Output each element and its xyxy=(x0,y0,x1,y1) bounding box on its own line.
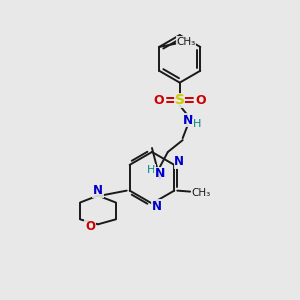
Text: O: O xyxy=(154,94,164,107)
Text: N: N xyxy=(93,184,103,197)
Text: N: N xyxy=(155,167,165,180)
Text: S: S xyxy=(175,94,185,107)
Text: N: N xyxy=(174,155,184,168)
Text: CH₃: CH₃ xyxy=(191,188,211,198)
Text: O: O xyxy=(85,220,95,233)
Text: H: H xyxy=(147,165,155,175)
Text: N: N xyxy=(182,114,193,127)
Text: O: O xyxy=(195,94,206,107)
Text: H: H xyxy=(192,119,201,129)
Text: CH₃: CH₃ xyxy=(176,37,196,47)
Text: N: N xyxy=(152,200,162,213)
